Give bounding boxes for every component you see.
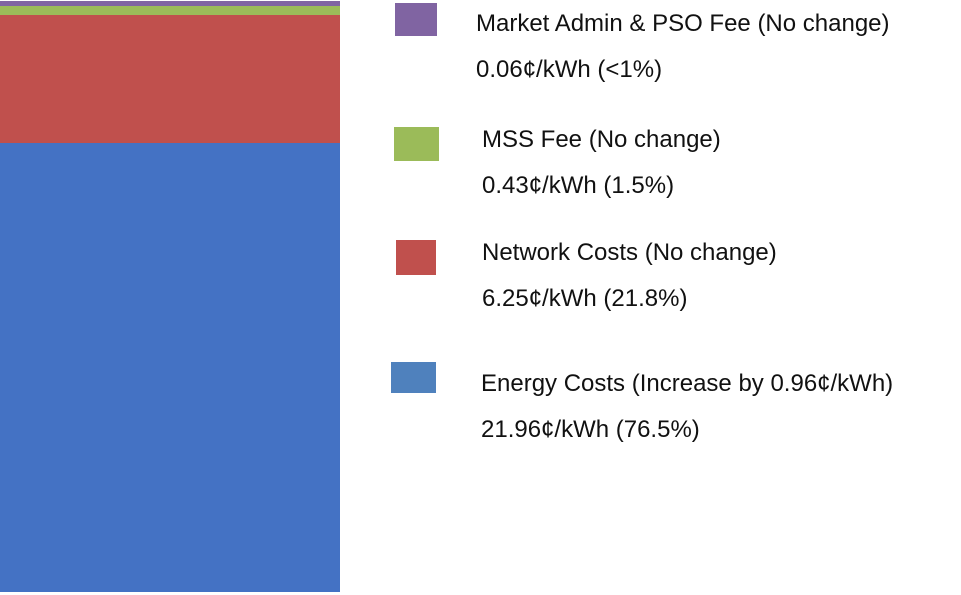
legend-label-mss-fee: MSS Fee (No change) (482, 126, 721, 153)
legend-swatch-energy-costs (391, 362, 436, 393)
bar-segment-energy-costs (0, 142, 340, 592)
legend-label-network-costs: Network Costs (No change) (482, 239, 777, 266)
legend-label-market-admin: Market Admin & PSO Fee (No change) (476, 10, 890, 37)
legend-value-market-admin: 0.06¢/kWh (<1%) (476, 56, 663, 83)
bar-segment-market-admin (0, 1, 340, 6)
legend-swatch-network-costs (396, 240, 436, 275)
bar-segment-mss-fee (0, 5, 340, 15)
legend-value-energy-costs: 21.96¢/kWh (76.5%) (481, 416, 700, 443)
legend-value-mss-fee: 0.43¢/kWh (1.5%) (482, 172, 675, 199)
bar-segment-network-costs (0, 14, 340, 143)
legend-label-energy-costs: Energy Costs (Increase by 0.96¢/kWh) (481, 370, 894, 397)
legend-swatch-market-admin (395, 3, 437, 36)
legend-value-network-costs: 6.25¢/kWh (21.8%) (482, 285, 688, 312)
legend-swatch-mss-fee (394, 127, 439, 161)
stacked-bar (0, 1, 340, 592)
